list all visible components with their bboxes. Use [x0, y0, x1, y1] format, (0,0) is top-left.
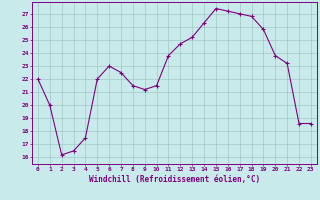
X-axis label: Windchill (Refroidissement éolien,°C): Windchill (Refroidissement éolien,°C)	[89, 175, 260, 184]
